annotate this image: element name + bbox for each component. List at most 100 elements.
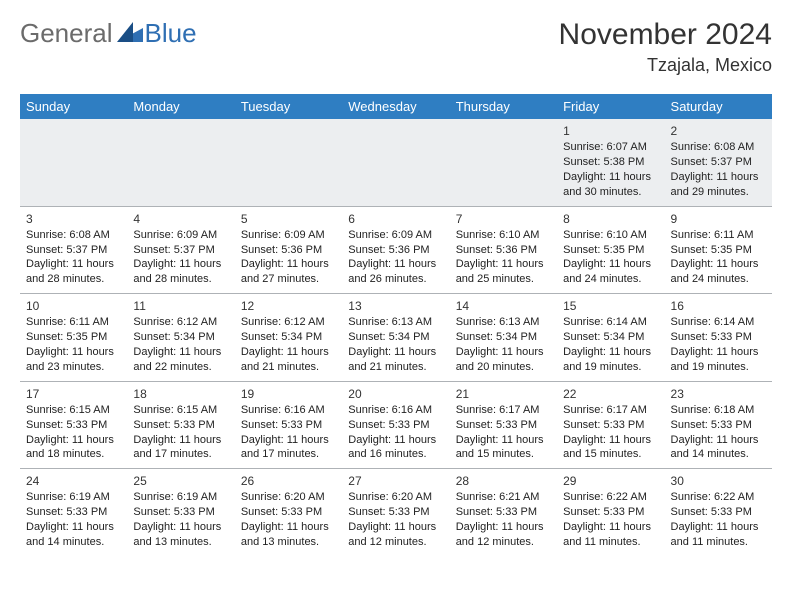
sunset-text: Sunset: 5:36 PM — [348, 243, 443, 258]
daylight-text: Daylight: 11 hours and 27 minutes. — [241, 257, 336, 287]
sunrise-text: Sunrise: 6:17 AM — [456, 403, 551, 418]
calendar-cell: 11Sunrise: 6:12 AMSunset: 5:34 PMDayligh… — [127, 294, 234, 382]
day-header: Saturday — [665, 94, 772, 119]
sunrise-text: Sunrise: 6:16 AM — [348, 403, 443, 418]
sunset-text: Sunset: 5:33 PM — [133, 418, 228, 433]
calendar-cell: 10Sunrise: 6:11 AMSunset: 5:35 PMDayligh… — [20, 294, 127, 382]
day-number: 2 — [671, 123, 766, 139]
day-number: 1 — [563, 123, 658, 139]
calendar-cell: 27Sunrise: 6:20 AMSunset: 5:33 PMDayligh… — [342, 469, 449, 556]
sunset-text: Sunset: 5:37 PM — [671, 155, 766, 170]
day-number: 16 — [671, 298, 766, 314]
sunset-text: Sunset: 5:38 PM — [563, 155, 658, 170]
daylight-text: Daylight: 11 hours and 14 minutes. — [26, 520, 121, 550]
day-header: Thursday — [450, 94, 557, 119]
calendar-cell: 6Sunrise: 6:09 AMSunset: 5:36 PMDaylight… — [342, 206, 449, 294]
calendar-cell: 26Sunrise: 6:20 AMSunset: 5:33 PMDayligh… — [235, 469, 342, 556]
day-header: Wednesday — [342, 94, 449, 119]
sunrise-text: Sunrise: 6:20 AM — [241, 490, 336, 505]
daylight-text: Daylight: 11 hours and 11 minutes. — [563, 520, 658, 550]
sunrise-text: Sunrise: 6:22 AM — [671, 490, 766, 505]
calendar-cell — [20, 119, 127, 206]
page-header: General Blue November 2024 Tzajala, Mexi… — [20, 18, 772, 88]
day-number: 8 — [563, 211, 658, 227]
logo: General Blue — [20, 18, 197, 49]
sunrise-text: Sunrise: 6:22 AM — [563, 490, 658, 505]
logo-text-right: Blue — [145, 18, 197, 49]
sunrise-text: Sunrise: 6:21 AM — [456, 490, 551, 505]
calendar-head: SundayMondayTuesdayWednesdayThursdayFrid… — [20, 94, 772, 119]
day-header: Monday — [127, 94, 234, 119]
sunset-text: Sunset: 5:34 PM — [348, 330, 443, 345]
sunset-text: Sunset: 5:33 PM — [26, 418, 121, 433]
day-number: 22 — [563, 386, 658, 402]
daylight-text: Daylight: 11 hours and 20 minutes. — [456, 345, 551, 375]
daylight-text: Daylight: 11 hours and 12 minutes. — [348, 520, 443, 550]
sunrise-text: Sunrise: 6:13 AM — [348, 315, 443, 330]
sunset-text: Sunset: 5:35 PM — [563, 243, 658, 258]
sunset-text: Sunset: 5:33 PM — [133, 505, 228, 520]
sunrise-text: Sunrise: 6:09 AM — [133, 228, 228, 243]
sunset-text: Sunset: 5:33 PM — [671, 418, 766, 433]
daylight-text: Daylight: 11 hours and 21 minutes. — [348, 345, 443, 375]
daylight-text: Daylight: 11 hours and 24 minutes. — [671, 257, 766, 287]
day-number: 3 — [26, 211, 121, 227]
daylight-text: Daylight: 11 hours and 13 minutes. — [241, 520, 336, 550]
calendar-cell: 29Sunrise: 6:22 AMSunset: 5:33 PMDayligh… — [557, 469, 664, 556]
sunrise-text: Sunrise: 6:15 AM — [26, 403, 121, 418]
sunset-text: Sunset: 5:33 PM — [348, 505, 443, 520]
calendar-body: 1Sunrise: 6:07 AMSunset: 5:38 PMDaylight… — [20, 119, 772, 556]
day-number: 17 — [26, 386, 121, 402]
sunrise-text: Sunrise: 6:11 AM — [26, 315, 121, 330]
daylight-text: Daylight: 11 hours and 16 minutes. — [348, 433, 443, 463]
daylight-text: Daylight: 11 hours and 13 minutes. — [133, 520, 228, 550]
sunrise-text: Sunrise: 6:15 AM — [133, 403, 228, 418]
day-number: 27 — [348, 473, 443, 489]
calendar-cell: 30Sunrise: 6:22 AMSunset: 5:33 PMDayligh… — [665, 469, 772, 556]
daylight-text: Daylight: 11 hours and 12 minutes. — [456, 520, 551, 550]
calendar-cell: 19Sunrise: 6:16 AMSunset: 5:33 PMDayligh… — [235, 381, 342, 469]
day-number: 13 — [348, 298, 443, 314]
sunrise-text: Sunrise: 6:14 AM — [563, 315, 658, 330]
daylight-text: Daylight: 11 hours and 29 minutes. — [671, 170, 766, 200]
calendar-cell: 13Sunrise: 6:13 AMSunset: 5:34 PMDayligh… — [342, 294, 449, 382]
calendar-cell: 22Sunrise: 6:17 AMSunset: 5:33 PMDayligh… — [557, 381, 664, 469]
logo-icon — [113, 18, 145, 49]
daylight-text: Daylight: 11 hours and 19 minutes. — [563, 345, 658, 375]
sunrise-text: Sunrise: 6:19 AM — [26, 490, 121, 505]
calendar-cell: 12Sunrise: 6:12 AMSunset: 5:34 PMDayligh… — [235, 294, 342, 382]
calendar-cell: 24Sunrise: 6:19 AMSunset: 5:33 PMDayligh… — [20, 469, 127, 556]
calendar-cell: 15Sunrise: 6:14 AMSunset: 5:34 PMDayligh… — [557, 294, 664, 382]
sunset-text: Sunset: 5:33 PM — [563, 505, 658, 520]
day-number: 5 — [241, 211, 336, 227]
calendar-cell: 5Sunrise: 6:09 AMSunset: 5:36 PMDaylight… — [235, 206, 342, 294]
sunrise-text: Sunrise: 6:18 AM — [671, 403, 766, 418]
sunrise-text: Sunrise: 6:20 AM — [348, 490, 443, 505]
calendar-cell: 9Sunrise: 6:11 AMSunset: 5:35 PMDaylight… — [665, 206, 772, 294]
sunrise-text: Sunrise: 6:19 AM — [133, 490, 228, 505]
sunset-text: Sunset: 5:37 PM — [133, 243, 228, 258]
calendar-cell: 25Sunrise: 6:19 AMSunset: 5:33 PMDayligh… — [127, 469, 234, 556]
calendar-cell — [450, 119, 557, 206]
daylight-text: Daylight: 11 hours and 15 minutes. — [456, 433, 551, 463]
calendar-cell — [127, 119, 234, 206]
daylight-text: Daylight: 11 hours and 11 minutes. — [671, 520, 766, 550]
calendar-cell: 7Sunrise: 6:10 AMSunset: 5:36 PMDaylight… — [450, 206, 557, 294]
calendar-cell — [235, 119, 342, 206]
daylight-text: Daylight: 11 hours and 24 minutes. — [563, 257, 658, 287]
sunset-text: Sunset: 5:37 PM — [26, 243, 121, 258]
sunset-text: Sunset: 5:33 PM — [241, 418, 336, 433]
calendar-cell: 8Sunrise: 6:10 AMSunset: 5:35 PMDaylight… — [557, 206, 664, 294]
sunrise-text: Sunrise: 6:14 AM — [671, 315, 766, 330]
sunrise-text: Sunrise: 6:08 AM — [26, 228, 121, 243]
daylight-text: Daylight: 11 hours and 19 minutes. — [671, 345, 766, 375]
sunrise-text: Sunrise: 6:13 AM — [456, 315, 551, 330]
page-title: November 2024 — [559, 18, 772, 51]
sunset-text: Sunset: 5:33 PM — [26, 505, 121, 520]
calendar-cell: 23Sunrise: 6:18 AMSunset: 5:33 PMDayligh… — [665, 381, 772, 469]
sunrise-text: Sunrise: 6:09 AM — [241, 228, 336, 243]
sunset-text: Sunset: 5:35 PM — [26, 330, 121, 345]
day-header: Sunday — [20, 94, 127, 119]
day-number: 4 — [133, 211, 228, 227]
sunset-text: Sunset: 5:33 PM — [671, 330, 766, 345]
